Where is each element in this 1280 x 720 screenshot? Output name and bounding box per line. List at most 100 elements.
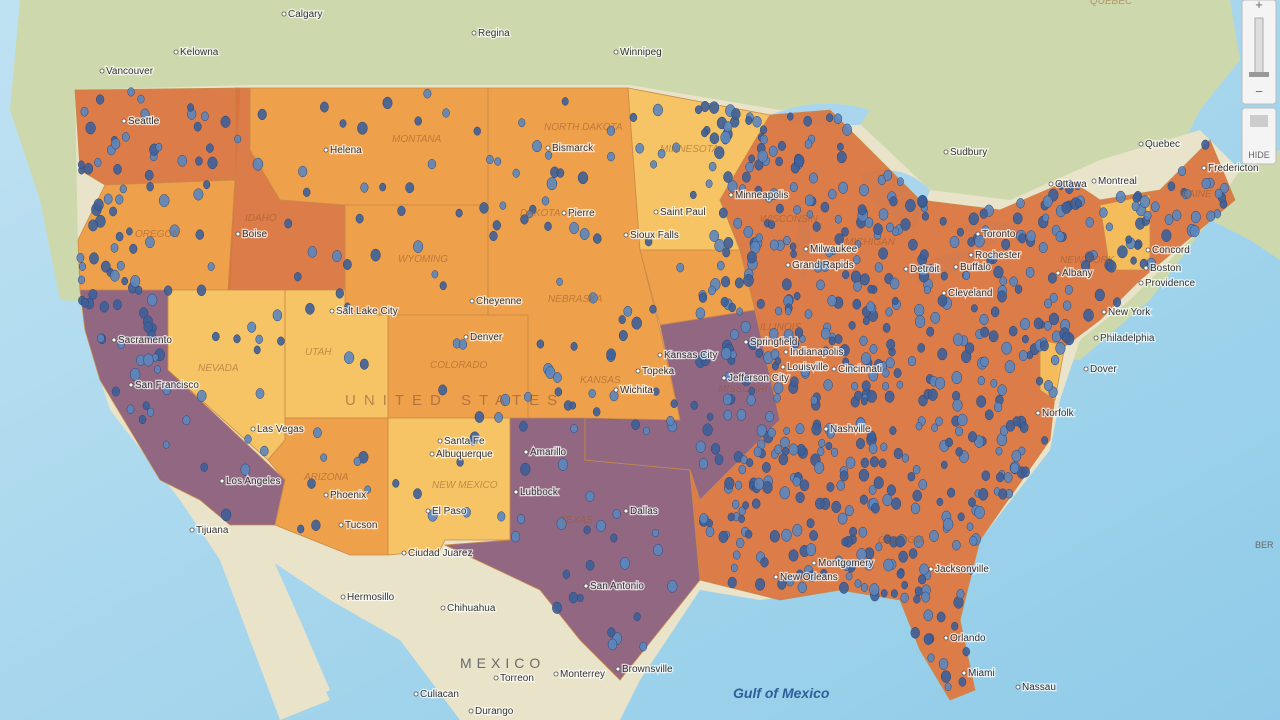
region-label: MICHIGAN	[845, 237, 896, 248]
city-label: New Orleans	[780, 572, 838, 583]
location-marker	[1044, 298, 1053, 309]
location-marker	[694, 105, 703, 115]
city-dot	[173, 49, 179, 55]
hide-button[interactable]: HIDE	[1248, 150, 1270, 160]
city-label: Nassau	[1022, 682, 1056, 693]
location-marker	[469, 431, 480, 444]
location-marker	[344, 302, 351, 311]
location-marker	[320, 453, 328, 462]
location-marker	[1084, 251, 1094, 263]
zoom-out[interactable]: −	[1255, 84, 1263, 99]
location-marker	[917, 195, 927, 207]
location-marker	[794, 327, 804, 338]
city-label: Ottawa	[1055, 179, 1087, 190]
location-marker	[520, 214, 529, 225]
location-marker	[706, 412, 714, 421]
location-marker	[773, 381, 784, 394]
location-marker	[195, 156, 203, 166]
location-marker	[442, 108, 450, 118]
location-marker	[781, 528, 792, 542]
location-marker	[820, 568, 828, 579]
city-dot	[401, 550, 407, 556]
location-marker	[95, 94, 105, 105]
zoom-handle[interactable]	[1249, 72, 1269, 77]
location-marker	[837, 512, 848, 525]
region-label: ILLINOIS	[760, 322, 801, 333]
location-marker	[846, 363, 855, 374]
location-marker	[918, 574, 927, 585]
location-marker	[631, 316, 642, 330]
location-marker	[826, 428, 835, 439]
location-marker	[1220, 182, 1229, 194]
location-marker	[944, 682, 952, 691]
city-label: Las Vegas	[257, 424, 304, 435]
location-marker	[997, 290, 1007, 303]
city-dot	[623, 508, 629, 514]
location-marker	[631, 419, 640, 431]
location-marker	[820, 201, 830, 213]
location-marker	[778, 453, 789, 466]
location-marker	[760, 557, 769, 568]
location-marker	[753, 446, 763, 458]
region-label: NEW YORK	[1060, 255, 1116, 266]
location-marker	[768, 220, 776, 230]
location-marker	[220, 115, 231, 128]
zoom-in[interactable]: +	[1255, 0, 1263, 12]
location-marker	[947, 487, 956, 498]
location-marker	[866, 301, 875, 313]
location-marker	[809, 172, 818, 184]
location-marker	[859, 273, 870, 286]
city-dot	[429, 451, 435, 457]
location-marker	[313, 427, 322, 439]
location-marker	[885, 357, 895, 369]
location-marker	[945, 437, 953, 448]
location-marker	[177, 154, 188, 167]
location-marker	[980, 326, 990, 338]
location-marker	[518, 118, 526, 128]
location-marker	[838, 181, 848, 194]
location-marker	[736, 408, 747, 421]
location-marker	[796, 569, 804, 579]
location-marker	[759, 125, 768, 135]
location-marker	[964, 342, 975, 354]
location-marker	[158, 194, 170, 208]
location-marker	[886, 338, 896, 351]
city-label: Concord	[1152, 245, 1190, 256]
location-marker	[853, 281, 862, 292]
location-marker	[714, 239, 725, 252]
city-dot	[468, 708, 474, 714]
location-marker	[532, 140, 542, 153]
location-marker	[364, 485, 372, 494]
location-marker	[89, 252, 99, 265]
city-label: Montgomery	[818, 558, 874, 569]
location-marker	[635, 143, 644, 154]
location-marker	[520, 462, 531, 476]
location-marker	[889, 277, 900, 290]
city-label: Saint Paul	[660, 207, 706, 218]
location-marker	[940, 271, 948, 281]
location-marker	[917, 343, 926, 353]
location-marker	[690, 400, 698, 410]
location-marker	[834, 334, 843, 344]
location-marker	[130, 367, 141, 381]
city-dot	[1101, 309, 1107, 315]
location-marker	[775, 203, 784, 214]
location-marker	[999, 276, 1007, 286]
location-marker	[878, 208, 889, 221]
location-marker	[861, 352, 872, 365]
location-marker	[773, 393, 781, 403]
location-marker	[896, 568, 905, 579]
location-marker	[497, 511, 506, 522]
location-marker	[1125, 235, 1133, 244]
location-marker	[803, 115, 812, 127]
location-marker	[146, 182, 154, 192]
city-dot	[803, 246, 809, 252]
location-marker	[147, 407, 155, 417]
location-marker	[820, 260, 830, 272]
location-marker	[936, 611, 946, 623]
location-marker	[479, 202, 489, 214]
location-marker	[607, 151, 615, 162]
location-marker	[745, 116, 753, 125]
location-marker	[833, 113, 843, 124]
location-marker	[103, 193, 113, 205]
